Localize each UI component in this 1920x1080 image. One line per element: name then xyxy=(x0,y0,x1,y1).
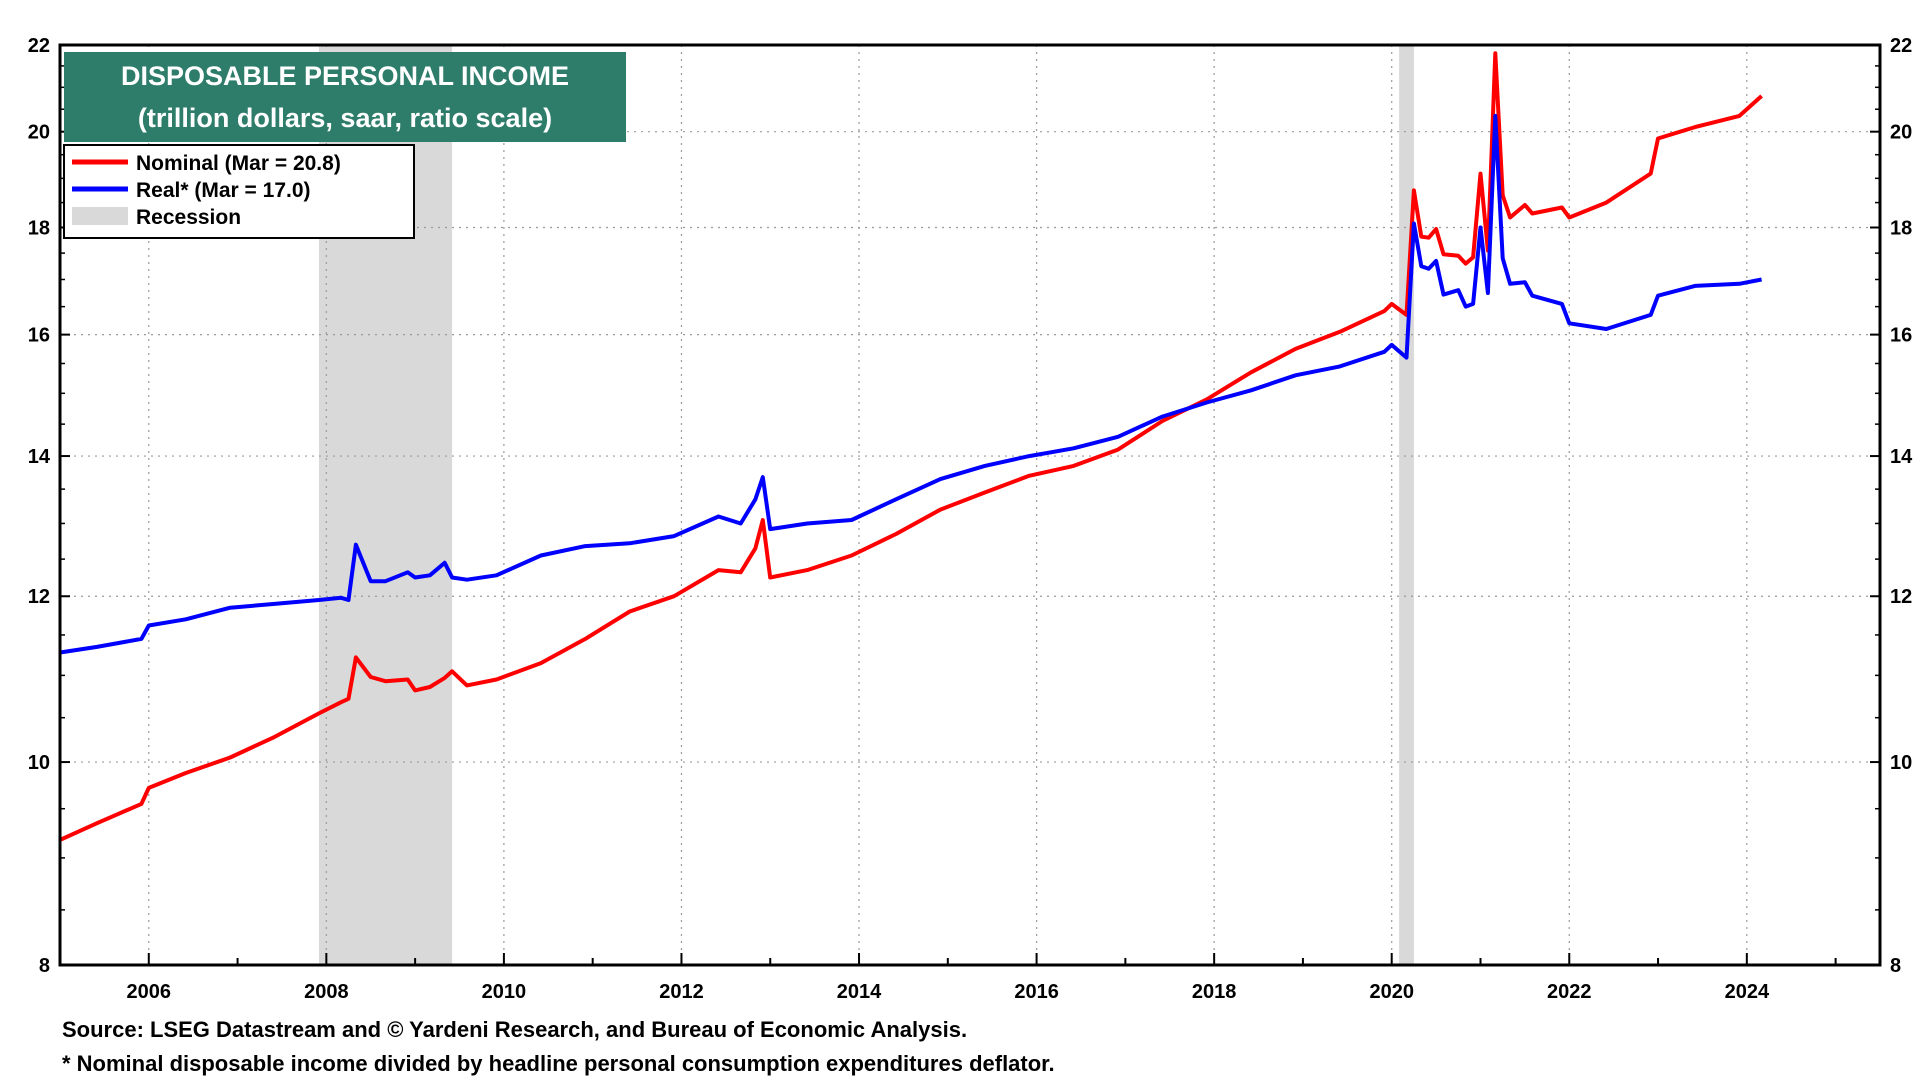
series-lines xyxy=(59,51,1763,842)
series-line-nominal xyxy=(59,51,1763,842)
y-tick-label-right: 12 xyxy=(1890,586,1912,608)
chart-title-box: DISPOSABLE PERSONAL INCOME (trillion dol… xyxy=(64,52,626,142)
legend-label-recession: Recession xyxy=(136,206,241,229)
y-tick-label-right: 20 xyxy=(1890,122,1912,144)
y-tick-label-right: 8 xyxy=(1890,955,1901,977)
x-tick-label: 2012 xyxy=(659,981,704,1000)
y-tick-label-left: 16 xyxy=(28,325,50,347)
x-tick-label: 2020 xyxy=(1369,981,1414,1000)
plot-border xyxy=(58,43,1882,967)
y-tick-label-left: 8 xyxy=(39,955,50,977)
y-tick-label-left: 20 xyxy=(28,122,50,144)
x-tick-label: 2018 xyxy=(1192,981,1237,1000)
series-line-real xyxy=(59,113,1762,655)
x-tick-label: 2008 xyxy=(304,981,349,1000)
footnote: * Nominal disposable income divided by h… xyxy=(62,1051,1055,1076)
y-tick-label-left: 18 xyxy=(28,217,50,239)
chart-subtitle: (trillion dollars, saar, ratio scale) xyxy=(138,103,552,133)
y-tick-label-right: 16 xyxy=(1890,325,1912,347)
legend: Nominal (Mar = 20.8) Real* (Mar = 17.0) … xyxy=(63,144,415,239)
y-tick-label-left: 10 xyxy=(28,752,50,774)
y-tick-label-right: 10 xyxy=(1890,752,1912,774)
x-tick-label: 2016 xyxy=(1014,981,1059,1000)
recession-band-1 xyxy=(1399,45,1414,965)
y-tick-label-left: 14 xyxy=(28,446,51,468)
source-note: Source: LSEG Datastream and © Yardeni Re… xyxy=(62,1017,968,1042)
y-tick-label-right: 18 xyxy=(1890,217,1912,239)
y-tick-label-right: 22 xyxy=(1890,35,1912,57)
y-tick-label-left: 22 xyxy=(28,35,50,57)
legend-label-nominal: Nominal (Mar = 20.8) xyxy=(136,152,341,175)
x-tick-label: 2010 xyxy=(482,981,527,1000)
legend-swatch-recession xyxy=(72,207,128,225)
y-tick-label-left: 12 xyxy=(28,586,50,608)
chart-title: DISPOSABLE PERSONAL INCOME xyxy=(121,61,569,91)
y-tick-label-right: 14 xyxy=(1890,446,1913,468)
x-tick-label: 2024 xyxy=(1725,981,1770,1000)
x-tick-label: 2014 xyxy=(837,981,882,1000)
legend-label-real: Real* (Mar = 17.0) xyxy=(136,179,311,202)
x-tick-label: 2022 xyxy=(1547,981,1592,1000)
x-tick-label: 2006 xyxy=(127,981,172,1000)
grid-lines xyxy=(60,45,1880,965)
